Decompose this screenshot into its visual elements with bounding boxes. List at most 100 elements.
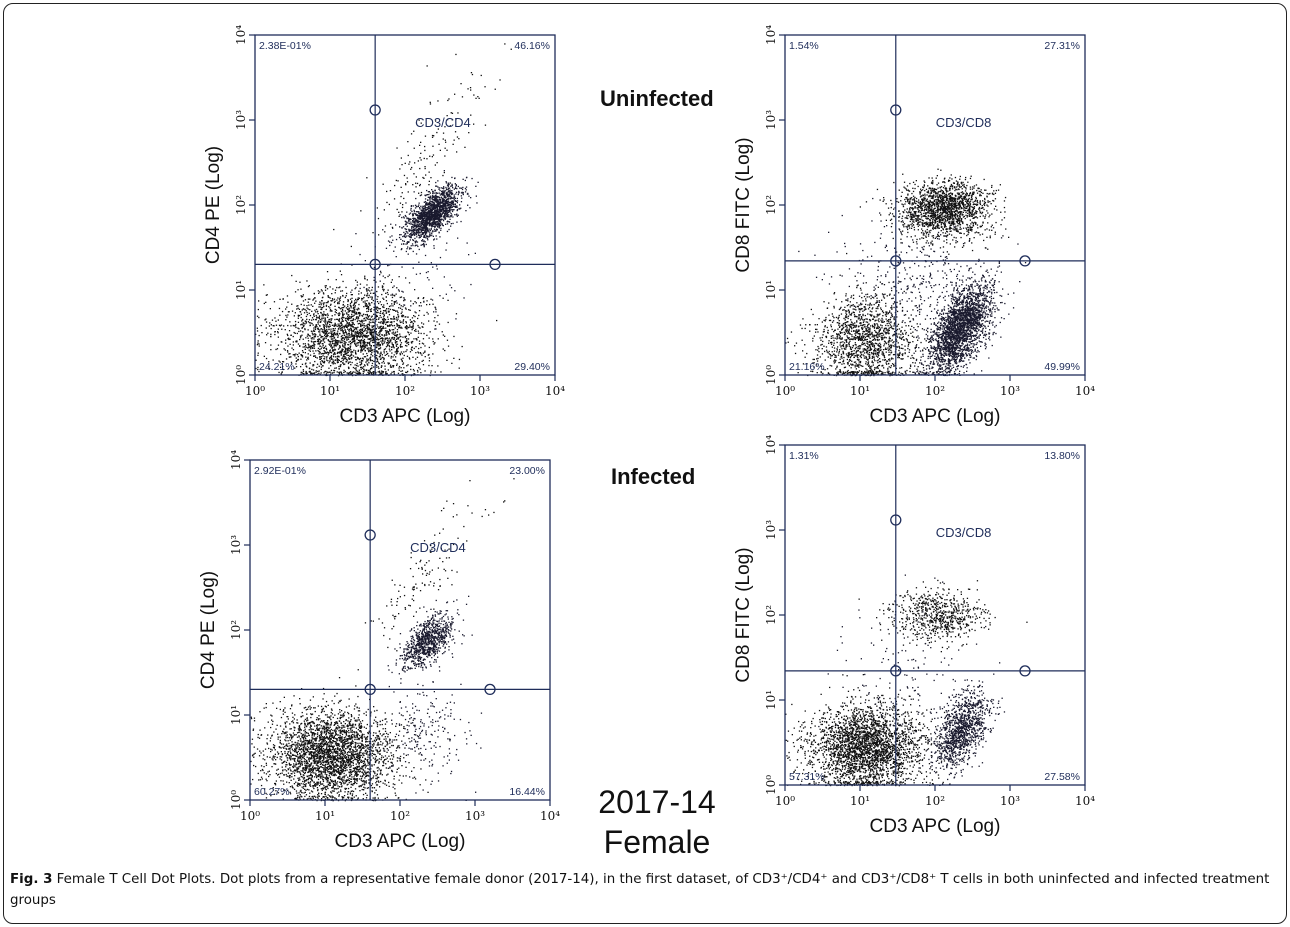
event-dot [379, 274, 381, 276]
event-dot [467, 88, 469, 90]
event-dot [366, 336, 368, 338]
event-dot [315, 356, 317, 358]
event-dot [341, 350, 343, 352]
event-dot [300, 355, 303, 357]
event-dot [397, 337, 399, 339]
event-dot [449, 218, 451, 220]
event-dot [325, 337, 327, 340]
event-dot [355, 298, 357, 300]
event-dot [855, 315, 857, 318]
event-dot [440, 192, 442, 195]
event-dot [373, 325, 375, 327]
event-dot [406, 211, 408, 213]
event-dot [352, 304, 354, 307]
event-dot [294, 312, 296, 314]
event-dot [288, 353, 290, 355]
event-dot [435, 212, 437, 214]
event-dot [324, 289, 327, 291]
event-dot [341, 334, 343, 337]
event-dot [376, 342, 378, 344]
event-dot [443, 208, 445, 210]
event-dot [391, 300, 393, 302]
event-dot [410, 245, 412, 247]
event-dot [451, 197, 453, 199]
event-dot [379, 301, 381, 303]
event-dot [308, 304, 310, 306]
event-dot [285, 358, 288, 360]
event-dot [368, 373, 370, 375]
event-dot [308, 371, 310, 373]
y-tick-label: 10⁰ [234, 365, 248, 385]
event-dot [861, 339, 863, 341]
event-dot [298, 330, 300, 333]
event-dot [423, 234, 425, 236]
event-dot [401, 321, 403, 323]
event-dot [344, 356, 346, 358]
event-dot [364, 329, 366, 331]
event-dot [370, 368, 372, 370]
event-dot [323, 338, 325, 341]
event-dot [477, 96, 479, 98]
event-dot [380, 272, 382, 274]
event-dot [411, 226, 413, 228]
event-dot [438, 217, 440, 219]
event-dot [373, 313, 375, 315]
event-dot [265, 321, 268, 323]
event-dot [348, 367, 350, 369]
event-dot [337, 328, 340, 330]
event-dot [319, 338, 321, 341]
event-dot [432, 190, 434, 192]
event-dot [431, 230, 434, 232]
event-dot [300, 330, 302, 332]
event-dot [402, 216, 405, 218]
event-dot [420, 230, 422, 232]
event-dot [460, 83, 462, 85]
event-dot [401, 308, 403, 311]
event-dot [439, 219, 441, 221]
event-dot [336, 332, 339, 334]
event-dot [401, 164, 403, 166]
event-dot [353, 327, 355, 329]
event-dot [433, 214, 435, 216]
event-dot [345, 337, 347, 339]
event-dot [426, 228, 428, 230]
event-dot [337, 348, 340, 350]
event-dot [370, 348, 372, 350]
event-dot [317, 321, 319, 323]
event-dot [346, 336, 348, 338]
event-dot [828, 314, 830, 316]
event-dot [380, 366, 382, 368]
event-dot [340, 350, 342, 352]
event-dot [448, 206, 451, 209]
event-dot [327, 320, 329, 323]
event-dot [327, 296, 329, 298]
event-dot [417, 220, 419, 222]
event-dot [338, 326, 341, 328]
event-dot [289, 356, 291, 358]
event-dot [314, 335, 317, 337]
event-dot [317, 340, 319, 342]
event-dot [318, 317, 321, 319]
event-dot [415, 330, 417, 332]
event-dot [314, 309, 316, 311]
event-dot [454, 177, 456, 179]
event-dot [347, 347, 349, 349]
event-dot [348, 322, 350, 324]
event-dot [401, 370, 404, 372]
event-dot [404, 326, 406, 329]
event-dot [434, 221, 436, 223]
event-dot [313, 338, 315, 340]
event-dot [279, 314, 281, 316]
event-dot [404, 233, 406, 235]
event-dot [366, 306, 368, 308]
event-dot [297, 314, 299, 316]
event-dot [424, 195, 427, 197]
event-dot [460, 192, 463, 194]
event-dot [869, 365, 871, 368]
event-dot [401, 248, 403, 250]
event-dot [412, 324, 414, 326]
event-dot [454, 197, 456, 200]
event-dot [270, 344, 272, 346]
event-dot [361, 314, 363, 317]
event-dot [312, 344, 314, 346]
